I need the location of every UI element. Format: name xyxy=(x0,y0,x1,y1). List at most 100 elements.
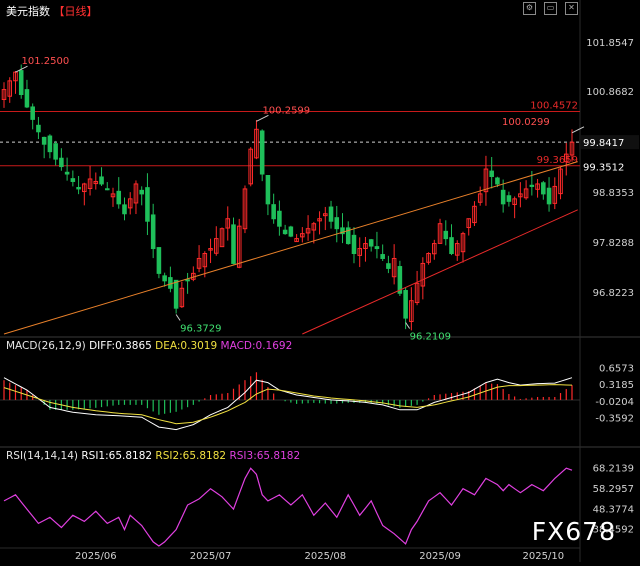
price-y-tick: 98.8353 xyxy=(593,188,634,199)
price-y-tick: 100.8682 xyxy=(586,87,634,98)
candle-body xyxy=(311,223,317,231)
candle-body xyxy=(179,287,185,308)
restore-icon[interactable]: ▭ xyxy=(544,2,557,15)
candle-body xyxy=(483,168,489,193)
trendline-lower xyxy=(302,209,578,335)
x-tick-label: 2025/07 xyxy=(190,551,232,562)
last-price-tag xyxy=(581,135,639,150)
macd-y-tick: -0.0204 xyxy=(595,397,634,408)
candle-body xyxy=(305,228,311,234)
x-tick-label: 2025/08 xyxy=(305,551,347,562)
candle-body xyxy=(110,193,116,198)
candle-body xyxy=(70,178,76,182)
candle-body xyxy=(231,224,236,264)
candle-body xyxy=(288,226,294,237)
candle-body xyxy=(552,185,558,204)
candle-body xyxy=(116,190,122,205)
candle-body xyxy=(454,243,460,256)
candle-body xyxy=(53,143,58,160)
candle-body xyxy=(529,184,535,187)
candle-body xyxy=(7,80,13,97)
candle-body xyxy=(300,233,305,238)
candle-body xyxy=(76,186,81,190)
macd-title: MACD(26,12,9) xyxy=(6,340,86,352)
candle-body xyxy=(432,243,437,255)
candle-body xyxy=(328,206,334,222)
candle-body xyxy=(420,262,426,287)
candle-body xyxy=(374,246,380,250)
price-marker-label: 99.3512 xyxy=(583,163,624,174)
candle-body xyxy=(535,183,540,190)
candle-body xyxy=(317,218,322,222)
candle-body xyxy=(386,263,391,269)
watermark: FX678 xyxy=(531,517,616,546)
candle-body xyxy=(271,204,276,220)
x-tick-label: 2025/06 xyxy=(75,551,117,562)
rsi-y-tick: 68.2139 xyxy=(593,464,634,475)
candle-body xyxy=(368,239,374,247)
candle-body xyxy=(133,183,139,204)
macd-y-tick: -0.3592 xyxy=(595,414,634,425)
candle-body xyxy=(242,188,248,230)
candle-body xyxy=(472,205,477,224)
candle-body xyxy=(64,171,70,175)
candle-body xyxy=(558,168,563,195)
candle-body xyxy=(36,124,41,133)
price-level-label: 100.4572 xyxy=(530,101,578,112)
candle-body xyxy=(248,148,253,185)
candle-body xyxy=(277,210,282,227)
candle-body xyxy=(512,198,517,205)
candle-body xyxy=(495,177,500,185)
candle-body xyxy=(357,248,362,256)
x-tick-label: 2025/10 xyxy=(523,551,565,562)
candle-body xyxy=(254,128,259,159)
candle-body xyxy=(563,153,569,163)
annotation-pointer xyxy=(15,65,28,73)
rsi1-readout: RSI1:65.8182 xyxy=(81,450,153,462)
macd-dea-readout: DEA:0.3019 xyxy=(155,340,218,352)
x-tick-label: 2025/09 xyxy=(419,551,461,562)
macd-y-tick: 0.3185 xyxy=(599,380,634,391)
candle-body xyxy=(460,233,466,253)
candle-body xyxy=(397,266,403,294)
candle-body xyxy=(569,141,575,156)
candle-body xyxy=(87,178,93,189)
trendline-upper xyxy=(3,161,578,335)
candle-body xyxy=(391,257,397,278)
candle-body xyxy=(518,193,523,198)
candle-body xyxy=(139,189,144,195)
rsi-y-tick: 48.3774 xyxy=(593,504,634,515)
candle-body xyxy=(168,277,173,289)
candle-body xyxy=(13,71,18,82)
candle-body xyxy=(403,290,408,319)
period-label[interactable]: 【日线】 xyxy=(53,5,98,18)
candle-body xyxy=(122,204,127,215)
symbol-name: 美元指数 xyxy=(6,5,50,18)
annotation-pointer xyxy=(405,322,411,329)
annotation-pointer xyxy=(256,114,269,122)
settings-icon[interactable]: ⚙ xyxy=(523,2,536,15)
candle-body xyxy=(323,213,328,217)
candle-body xyxy=(208,248,213,251)
candle-body xyxy=(185,279,190,282)
candle-body xyxy=(59,157,64,168)
candle-body xyxy=(414,282,420,304)
rsi-y-tick: 38.4592 xyxy=(593,525,634,536)
candle-body xyxy=(99,176,104,185)
candle-body xyxy=(202,253,208,268)
chart-header: 美元指数 【日线】 xyxy=(6,3,98,19)
macd-value-readout: MACD:0.1692 xyxy=(220,340,293,352)
candle-body xyxy=(104,188,110,191)
candle-body xyxy=(18,70,24,96)
close-icon[interactable]: ✕ xyxy=(565,2,578,15)
macd-diff-readout: DIFF:0.3865 xyxy=(89,340,152,352)
macd-y-tick: 0.6573 xyxy=(599,363,634,374)
candle-body xyxy=(409,300,414,322)
candle-body xyxy=(30,106,35,120)
candle-body xyxy=(225,218,231,229)
candle-body xyxy=(236,225,242,268)
rsi-title: RSI(14,14,14) xyxy=(6,450,79,462)
macd-diff-line xyxy=(3,377,573,431)
